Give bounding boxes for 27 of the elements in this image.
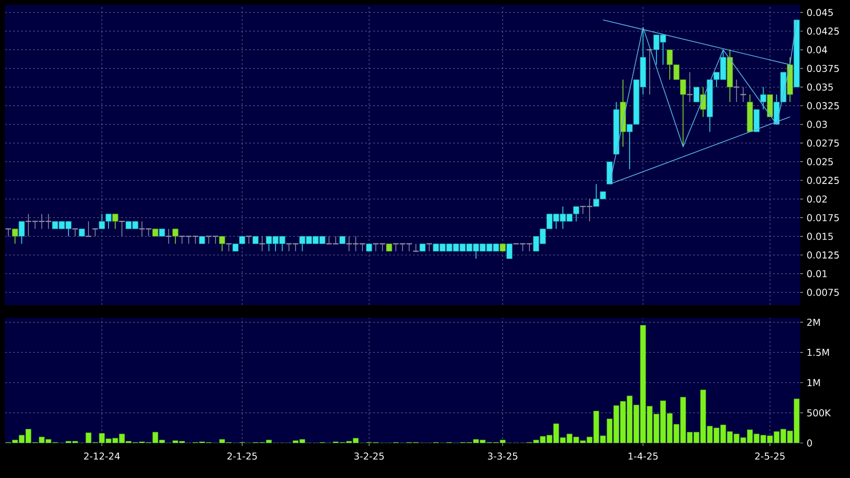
y-tick-label: 0.03 xyxy=(807,120,827,128)
y-tick-label: 0.015 xyxy=(807,232,833,240)
y-tick-label: 0.0125 xyxy=(807,251,839,259)
x-tick-label: 1-4-25 xyxy=(628,452,658,460)
x-tick-label: 2-12-24 xyxy=(84,452,120,460)
x-tick-label: 3-2-25 xyxy=(354,452,384,460)
y-tick-label: 0.0325 xyxy=(807,102,839,110)
y-tick-label: 0.045 xyxy=(807,8,833,16)
y-tick-label: 0 xyxy=(807,439,812,447)
y-tick-label: 0.04 xyxy=(807,46,828,54)
y-tick-label: 2M xyxy=(807,318,820,326)
y-tick-label: 0.0375 xyxy=(807,64,839,72)
y-tick-label: 0.0275 xyxy=(807,139,839,147)
y-tick-label: 500K xyxy=(807,409,831,416)
y-tick-label: 1M xyxy=(808,379,820,386)
y-tick-label: 1.5M xyxy=(808,348,829,356)
y-tick-label: 0.0425 xyxy=(807,28,839,35)
y-tick-label: 0.01 xyxy=(807,270,827,278)
y-tick-label: 0.0175 xyxy=(807,214,839,222)
y-tick-label: 0.035 xyxy=(807,84,833,91)
x-tick-label: 3-3-25 xyxy=(488,452,518,460)
y-tick-label: 0.0225 xyxy=(807,176,839,184)
x-tick-label: 2-1-25 xyxy=(227,452,257,460)
x-tick-label: 2-5-25 xyxy=(755,452,785,460)
y-tick-label: 0.02 xyxy=(807,195,827,203)
y-tick-label: 0.0075 xyxy=(807,288,839,296)
y-tick-label: 0.025 xyxy=(807,158,833,166)
